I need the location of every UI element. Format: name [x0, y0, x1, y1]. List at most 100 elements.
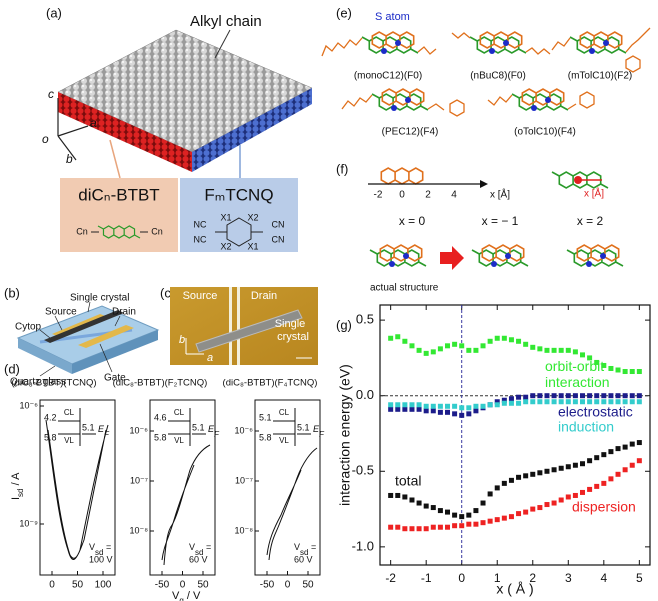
donor-box: [60, 178, 178, 252]
x-tick-label: -1: [421, 571, 432, 585]
annotation: actual structure: [370, 283, 439, 294]
fermi-label-part: F: [319, 430, 325, 439]
marker: [594, 359, 600, 365]
marker: [608, 393, 614, 399]
fermi-label-part: F: [214, 430, 220, 439]
marker: [594, 399, 600, 405]
marker: [523, 473, 529, 479]
marker: [423, 526, 429, 532]
marker: [445, 403, 450, 409]
molecule: [380, 167, 424, 185]
marker: [537, 346, 543, 352]
transfer-curve: [161, 444, 211, 566]
y-tick-label: 10⁻⁷: [130, 475, 148, 485]
marker: [452, 341, 458, 347]
marker: [480, 403, 486, 409]
marker: [423, 403, 429, 409]
marker: [487, 402, 493, 408]
molecule-name: (monoC12)(F0): [354, 71, 422, 82]
energy-value: 5.1: [82, 422, 95, 432]
marker: [523, 394, 529, 400]
marker: [530, 393, 536, 399]
series-label: orbit-orbit interaction: [545, 358, 610, 390]
marker: [480, 520, 486, 526]
molecule: [372, 89, 428, 111]
marker: [508, 396, 514, 402]
marker: [594, 483, 600, 489]
marker: [452, 512, 458, 518]
x-tick-label: 0: [458, 571, 465, 585]
marker: [459, 514, 465, 520]
vsd-value: 60 V: [189, 554, 208, 564]
marker: [551, 467, 557, 473]
x-tick-label: 50: [72, 580, 84, 591]
marker: [523, 509, 529, 515]
marker: [580, 399, 585, 405]
pointer: [39, 301, 121, 377]
marker: [580, 461, 585, 467]
transfer-curve: [266, 447, 318, 561]
vsd-label: Vsd =: [89, 542, 111, 556]
level-label: VL: [174, 436, 184, 445]
level-label: CL: [174, 408, 185, 417]
panel-f: (f) -2 0 2 4 x [Å] x [Å] x = 0 x = − 1 x…: [336, 161, 623, 294]
marker: [572, 393, 578, 399]
substrate-side: [72, 330, 158, 374]
y-axis-label: Isd / A: [10, 472, 25, 500]
vsd-label-part: =: [203, 542, 211, 552]
marker: [587, 486, 593, 492]
marker: [494, 517, 500, 523]
marker: [629, 393, 635, 399]
x-tick-label: 50: [302, 580, 314, 591]
y-tick-label: -0.5: [352, 463, 374, 478]
y-tick-label: 10⁻⁶: [235, 425, 254, 435]
marker: [487, 338, 493, 344]
panel-a: (a) Alkyl chain c a o b diCₙ-BTBT FₘTCNQ…: [42, 5, 313, 252]
marker: [615, 471, 621, 477]
acceptor-layer: [192, 88, 312, 172]
annotation: Gate: [104, 373, 126, 384]
marker: [452, 523, 458, 529]
vsd-label: Vsd =: [189, 542, 211, 556]
marker: [395, 524, 401, 530]
marker: [629, 399, 635, 405]
marker: [473, 403, 479, 409]
x-axis-label-part: V: [172, 590, 180, 601]
marker: [580, 393, 585, 399]
x-axis-label-part: g: [179, 596, 183, 601]
x-tick-label: -2: [385, 571, 396, 585]
annotation: Single: [275, 318, 306, 330]
x-axis-label-part: / V: [184, 590, 201, 601]
level-label: VL: [279, 436, 289, 445]
molecule: [370, 245, 426, 267]
panel-d: (d) (diC₈-BTBT)(TCNQ) 10⁻⁶ 10⁻⁹ 0 50 100 4.2 5.…: [4, 361, 325, 601]
marker: [409, 402, 415, 408]
marker: [501, 400, 507, 406]
y-axis-label: interaction energy (eV): [337, 364, 353, 506]
axis-label: x [Å]: [490, 188, 510, 201]
marker: [459, 405, 465, 411]
marker: [402, 526, 408, 532]
marker: [622, 444, 628, 450]
marker: [615, 367, 621, 373]
marker: [594, 455, 600, 461]
marker: [565, 399, 571, 405]
marker: [395, 492, 401, 498]
panel-label: (e): [336, 5, 352, 20]
marker: [437, 403, 443, 409]
annotation: Source: [45, 307, 77, 318]
tick-label: 0: [399, 190, 405, 201]
marker: [544, 468, 550, 474]
x-tick-label: 0: [285, 580, 291, 591]
molecule: [570, 32, 626, 54]
molecule-name: (PEC12)(F4): [382, 127, 439, 138]
energy-value: 5.1: [192, 422, 205, 432]
marker: [608, 399, 614, 405]
axis-label: x [Å]: [584, 187, 604, 200]
electrode-edge: [229, 287, 232, 365]
x-tick-label: 2: [529, 571, 536, 585]
marker: [473, 408, 479, 414]
x-axis-label: x ( Å ): [496, 581, 533, 597]
crystal: [195, 309, 303, 353]
atom-label: NC: [194, 234, 207, 244]
